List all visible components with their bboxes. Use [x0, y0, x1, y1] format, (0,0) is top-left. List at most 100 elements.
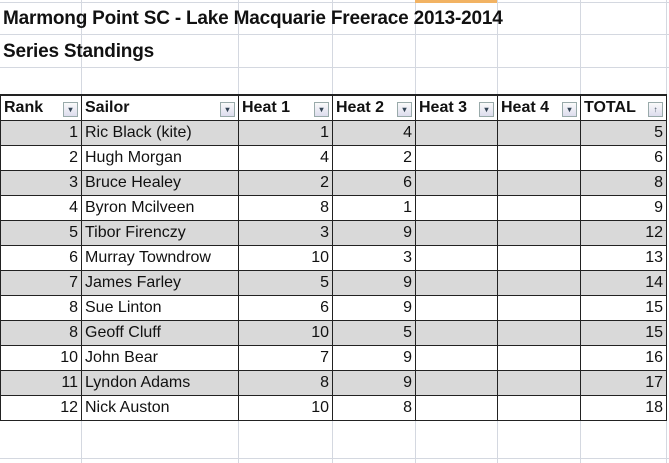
cell-heat-3[interactable]: [415, 245, 498, 271]
column-header[interactable]: TOTAL ↑: [580, 94, 667, 121]
cell-heat-4[interactable]: [497, 345, 581, 371]
cell-heat-2[interactable]: 9: [332, 370, 416, 396]
column-header-label: Heat 2: [336, 98, 385, 116]
cell-sailor[interactable]: Sue Linton: [81, 295, 239, 321]
cell-heat-4[interactable]: [497, 120, 581, 146]
cell-heat-3[interactable]: [415, 295, 498, 321]
cell-heat-3[interactable]: [415, 145, 498, 171]
cell-total[interactable]: 9: [580, 195, 667, 221]
cell-total[interactable]: 15: [580, 295, 667, 321]
cell-heat-1[interactable]: 5: [238, 270, 333, 296]
cell-heat-2[interactable]: 9: [332, 220, 416, 246]
cell-heat-1[interactable]: 3: [238, 220, 333, 246]
cell-total[interactable]: 6: [580, 145, 667, 171]
cell-total[interactable]: 18: [580, 395, 667, 421]
cell-heat-3[interactable]: [415, 220, 498, 246]
cell-sailor[interactable]: Byron Mcilveen: [81, 195, 239, 221]
cell-heat-3[interactable]: [415, 120, 498, 146]
cell-sailor[interactable]: Nick Auston: [81, 395, 239, 421]
cell-heat-3[interactable]: [415, 170, 498, 196]
cell-heat-2[interactable]: 2: [332, 145, 416, 171]
cell-rank[interactable]: 1: [0, 120, 82, 146]
cell-rank[interactable]: 12: [0, 395, 82, 421]
cell-heat-1[interactable]: 10: [238, 245, 333, 271]
sort-ascending-filter-icon[interactable]: ↑: [648, 102, 663, 117]
cell-heat-4[interactable]: [497, 395, 581, 421]
cell-heat-4[interactable]: [497, 245, 581, 271]
cell-heat-4[interactable]: [497, 220, 581, 246]
cell-sailor[interactable]: Geoff Cluff: [81, 320, 239, 346]
cell-heat-2[interactable]: 1: [332, 195, 416, 221]
cell-heat-4[interactable]: [497, 270, 581, 296]
cell-heat-3[interactable]: [415, 345, 498, 371]
cell-sailor[interactable]: Tibor Firenczy: [81, 220, 239, 246]
cell-heat-1[interactable]: 4: [238, 145, 333, 171]
cell-heat-3[interactable]: [415, 195, 498, 221]
cell-heat-2[interactable]: 5: [332, 320, 416, 346]
cell-heat-4[interactable]: [497, 320, 581, 346]
cell-rank[interactable]: 7: [0, 270, 82, 296]
cell-heat-2[interactable]: 9: [332, 345, 416, 371]
cell-heat-2[interactable]: 3: [332, 245, 416, 271]
cell-heat-3[interactable]: [415, 270, 498, 296]
gridline: [666, 0, 667, 463]
cell-total[interactable]: 16: [580, 345, 667, 371]
cell-sailor[interactable]: John Bear: [81, 345, 239, 371]
cell-sailor[interactable]: Hugh Morgan: [81, 145, 239, 171]
cell-rank[interactable]: 5: [0, 220, 82, 246]
filter-dropdown-icon[interactable]: ▾: [397, 102, 412, 117]
column-header[interactable]: Heat 4 ▾: [497, 94, 581, 121]
cell-heat-3[interactable]: [415, 395, 498, 421]
cell-heat-2[interactable]: 8: [332, 395, 416, 421]
cell-total[interactable]: 13: [580, 245, 667, 271]
filter-dropdown-icon[interactable]: ▾: [314, 102, 329, 117]
cell-heat-3[interactable]: [415, 320, 498, 346]
cell-heat-2[interactable]: 6: [332, 170, 416, 196]
filter-dropdown-icon[interactable]: ▾: [220, 102, 235, 117]
column-header[interactable]: Heat 3 ▾: [415, 94, 498, 121]
cell-heat-4[interactable]: [497, 195, 581, 221]
column-header[interactable]: Sailor ▾: [81, 94, 239, 121]
column-header[interactable]: Heat 1 ▾: [238, 94, 333, 121]
cell-heat-1[interactable]: 10: [238, 320, 333, 346]
cell-sailor[interactable]: Bruce Healey: [81, 170, 239, 196]
cell-rank[interactable]: 8: [0, 295, 82, 321]
cell-heat-1[interactable]: 1: [238, 120, 333, 146]
column-header[interactable]: Rank ▾: [0, 94, 82, 121]
cell-heat-1[interactable]: 6: [238, 295, 333, 321]
cell-rank[interactable]: 8: [0, 320, 82, 346]
cell-heat-2[interactable]: 9: [332, 270, 416, 296]
cell-total[interactable]: 12: [580, 220, 667, 246]
cell-rank[interactable]: 4: [0, 195, 82, 221]
cell-heat-4[interactable]: [497, 370, 581, 396]
cell-heat-1[interactable]: 7: [238, 345, 333, 371]
cell-heat-2[interactable]: 4: [332, 120, 416, 146]
cell-heat-3[interactable]: [415, 370, 498, 396]
filter-dropdown-icon[interactable]: ▾: [562, 102, 577, 117]
cell-heat-1[interactable]: 10: [238, 395, 333, 421]
cell-heat-1[interactable]: 8: [238, 370, 333, 396]
cell-heat-4[interactable]: [497, 145, 581, 171]
cell-heat-1[interactable]: 8: [238, 195, 333, 221]
cell-total[interactable]: 5: [580, 120, 667, 146]
cell-heat-4[interactable]: [497, 295, 581, 321]
cell-rank[interactable]: 11: [0, 370, 82, 396]
cell-sailor[interactable]: James Farley: [81, 270, 239, 296]
cell-total[interactable]: 8: [580, 170, 667, 196]
cell-sailor[interactable]: Murray Towndrow: [81, 245, 239, 271]
cell-total[interactable]: 17: [580, 370, 667, 396]
cell-rank[interactable]: 2: [0, 145, 82, 171]
cell-heat-2[interactable]: 9: [332, 295, 416, 321]
cell-total[interactable]: 14: [580, 270, 667, 296]
cell-rank[interactable]: 6: [0, 245, 82, 271]
cell-total[interactable]: 15: [580, 320, 667, 346]
cell-sailor[interactable]: Lyndon Adams: [81, 370, 239, 396]
cell-heat-4[interactable]: [497, 170, 581, 196]
cell-heat-1[interactable]: 2: [238, 170, 333, 196]
filter-dropdown-icon[interactable]: ▾: [479, 102, 494, 117]
cell-rank[interactable]: 3: [0, 170, 82, 196]
column-header[interactable]: Heat 2 ▾: [332, 94, 416, 121]
cell-sailor[interactable]: Ric Black (kite): [81, 120, 239, 146]
cell-rank[interactable]: 10: [0, 345, 82, 371]
filter-dropdown-icon[interactable]: ▾: [63, 102, 78, 117]
